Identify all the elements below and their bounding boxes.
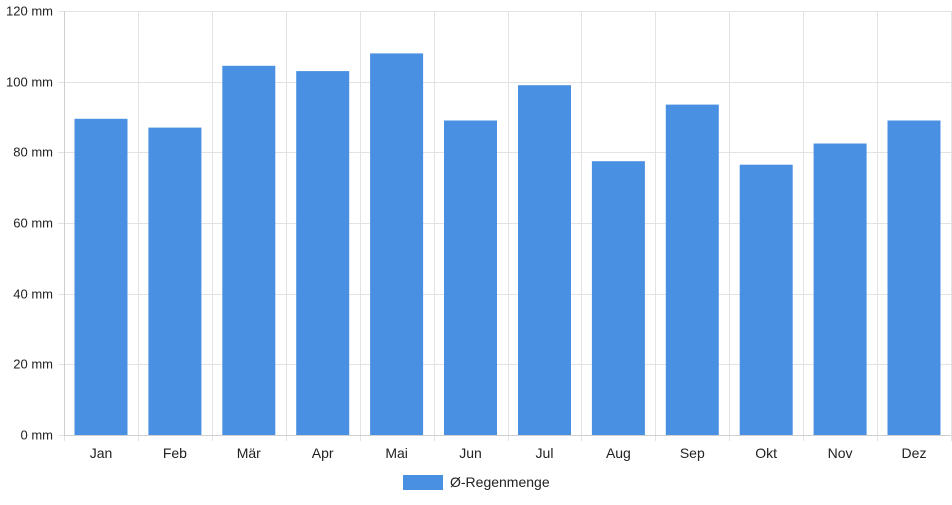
bar-dez[interactable] <box>887 120 941 436</box>
legend[interactable]: Ø-Regenmenge <box>403 474 550 490</box>
x-tick-label: Aug <box>606 445 631 461</box>
y-tick-label: 40 mm <box>13 287 53 302</box>
x-tick-label: Sep <box>680 445 705 461</box>
x-tick-label: Jan <box>90 445 113 461</box>
bar-apr[interactable] <box>296 71 350 435</box>
bar-feb[interactable] <box>148 127 202 435</box>
grid-layer <box>58 11 952 441</box>
bar-nov[interactable] <box>813 143 867 436</box>
bar-okt[interactable] <box>739 164 793 435</box>
x-tick-label: Okt <box>755 445 777 461</box>
bars-layer <box>74 53 941 436</box>
x-tick-label: Feb <box>163 445 187 461</box>
x-tick-label: Dez <box>902 445 927 461</box>
y-tick-label: 100 mm <box>6 75 53 90</box>
bar-jun[interactable] <box>444 120 497 436</box>
legend-swatch[interactable] <box>403 475 443 490</box>
x-tick-label: Jul <box>536 445 554 461</box>
y-tick-label: 60 mm <box>13 216 53 231</box>
bar-aug[interactable] <box>591 161 645 435</box>
bar-jul[interactable] <box>518 85 571 435</box>
y-tick-label: 20 mm <box>13 357 53 372</box>
x-tick-label: Mai <box>385 445 408 461</box>
bar-mai[interactable] <box>370 53 424 436</box>
axis-layer: 0 mm 20 mm 40 mm 60 mm 80 mm 100 mm 120 mm Jan F… <box>6 4 951 461</box>
bar-jan[interactable] <box>74 118 128 436</box>
x-tick-label: Jun <box>459 445 482 461</box>
y-tick-label: 0 mm <box>21 428 54 443</box>
y-tick-label: 80 mm <box>13 145 53 160</box>
bar-sep[interactable] <box>665 104 719 435</box>
y-tick-label: 120 mm <box>6 4 53 19</box>
x-tick-label: Apr <box>312 445 334 461</box>
x-tick-label: Mär <box>237 445 261 461</box>
bar-mär[interactable] <box>222 65 276 436</box>
legend-label[interactable]: Ø-Regenmenge <box>450 474 550 490</box>
x-tick-label: Nov <box>828 445 853 461</box>
